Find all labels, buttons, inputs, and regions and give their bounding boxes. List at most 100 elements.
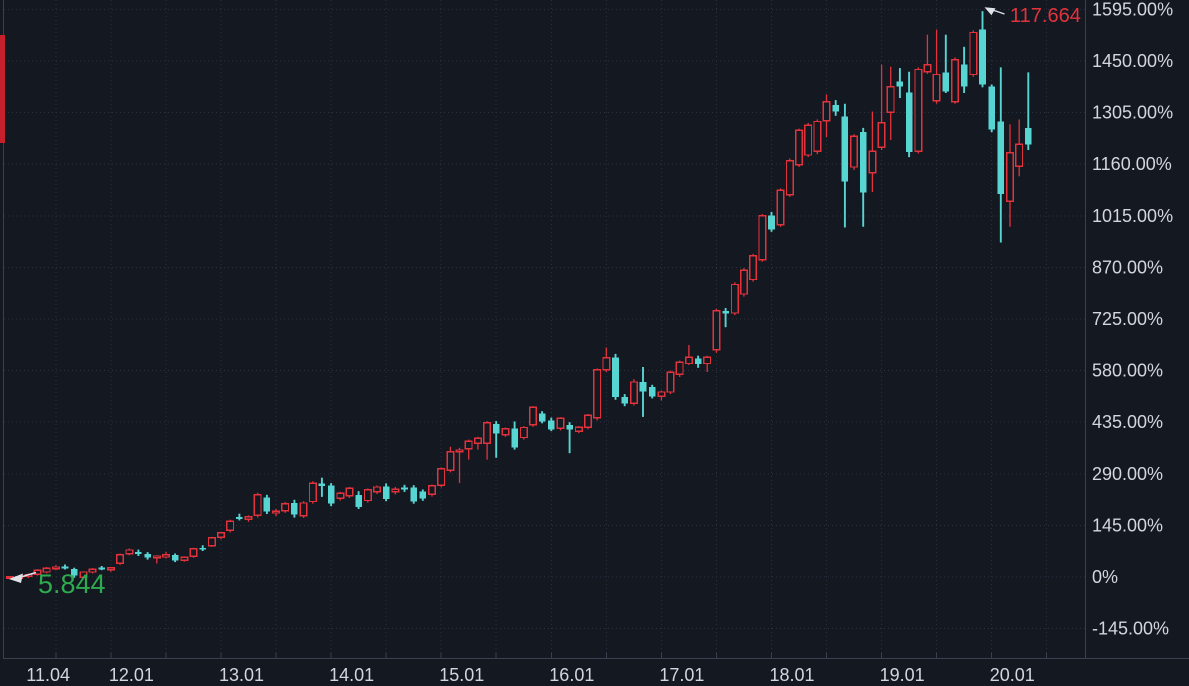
left-edge-marker[interactable] (0, 35, 5, 143)
candle-up-body (684, 356, 693, 365)
y-axis-label: 1595.00% (1092, 0, 1173, 19)
candle-up-body (868, 150, 877, 174)
y-axis-label: 145.00% (1092, 515, 1163, 535)
candle-down-body (768, 215, 775, 230)
candle-up-body (299, 502, 308, 517)
candle-up-body (666, 371, 675, 393)
candle-up-body (923, 63, 932, 73)
candle-up-body (804, 124, 813, 156)
candle-down-body (832, 105, 839, 112)
candle-up-body (501, 427, 510, 436)
high-annotation: 117.664 (984, 5, 1081, 27)
candle-up-body (629, 381, 638, 405)
candle-up-body (272, 510, 281, 514)
candle-down-body (382, 486, 390, 500)
high-price-annotation: 117.664 (1010, 5, 1081, 27)
candle-up-body (850, 135, 859, 168)
candle-up-body (822, 100, 831, 122)
candle-up-body (373, 486, 382, 493)
candle-up-body (584, 414, 593, 428)
y-axis-label: 1160.00% (1092, 154, 1172, 174)
y-axis-label: 870.00% (1092, 257, 1163, 277)
candle-up-body (785, 159, 794, 196)
x-axis-label: 11.04 (26, 665, 70, 685)
candle-down-body (694, 358, 702, 365)
candle-up-body (428, 485, 437, 496)
candle-up-body (152, 555, 161, 559)
candle-up-body (483, 422, 492, 444)
y-axis-label: 1015.00% (1092, 206, 1173, 226)
candle-down-body (896, 81, 904, 87)
candle-up-body (345, 487, 354, 497)
candle-down-body (171, 554, 179, 561)
candle-up-body (106, 567, 115, 571)
candle-down-body (979, 29, 986, 85)
horizontal-gridlines (4, 8, 1085, 630)
candle-up-body (932, 73, 941, 102)
candle-down-body (419, 491, 427, 499)
candle-down-body (401, 487, 408, 490)
candle-down-body (144, 553, 151, 558)
high-annotation-arrowhead (984, 7, 996, 16)
candle-up-body (914, 68, 923, 153)
candle-up-body (758, 215, 767, 261)
x-axis-label: 14.01 (329, 665, 374, 685)
x-axis-label: 17.01 (659, 665, 704, 685)
candle-up-body (712, 310, 721, 351)
y-axis-label: 1450.00% (1092, 51, 1173, 71)
candle-up-body (951, 58, 960, 103)
candle-up-body (739, 269, 748, 295)
x-axis-label: 16.01 (549, 665, 594, 685)
candle-up-body (886, 85, 895, 113)
candle-down-body (511, 428, 518, 448)
candle-up-body (207, 537, 216, 547)
candle-up-body (125, 549, 134, 555)
candle-up-body (336, 492, 345, 500)
candle-down-body (263, 497, 271, 512)
candle-up-body (391, 488, 400, 493)
candle-up-body (437, 468, 446, 486)
candle-up-body (969, 31, 978, 76)
candle-down-body (98, 567, 105, 570)
candle-up-body (574, 426, 583, 432)
candle-up-body (464, 440, 473, 450)
candle-down-body (997, 121, 1005, 195)
candle-down-body (291, 503, 298, 515)
y-axis-label: 0% (1092, 567, 1118, 587)
y-axis-label: 290.00% (1092, 464, 1163, 484)
candle-up-body (33, 569, 42, 575)
candle-down-body (566, 425, 573, 430)
vertical-gridlines (55, 0, 1048, 659)
candle-down-body (612, 357, 619, 397)
candle-down-body (327, 485, 335, 504)
candle-up-body (189, 548, 198, 558)
candle-up-body (116, 554, 125, 565)
candle-down-body (538, 413, 546, 422)
candle-up-body (675, 361, 684, 375)
y-axis: 1595.00% 1450.00% 1305.00% 1160.00% 1015.00%… (1092, 0, 1173, 639)
candle-down-body (199, 547, 206, 550)
candle-up-body (528, 406, 537, 426)
candle-down-body (859, 132, 867, 193)
candle-down-body (236, 517, 243, 519)
candle-up-body (88, 568, 97, 573)
x-axis-label: 13.01 (219, 665, 264, 685)
candle-up-body (1006, 152, 1015, 202)
y-axis-label: 1305.00% (1092, 103, 1173, 123)
y-axis-label: -145.00% (1092, 619, 1169, 639)
y-axis-label: 580.00% (1092, 361, 1163, 381)
candle-up-body (519, 426, 528, 439)
candle-down-body (648, 387, 656, 397)
candle-down-body (841, 116, 849, 182)
low-price-annotation: 5.844 (38, 569, 106, 599)
candle-up-body (877, 122, 886, 148)
candle-up-body (602, 357, 611, 371)
candle-up-body (813, 120, 822, 153)
low-annotation: 5.844 (9, 569, 106, 599)
candle-down-body (960, 64, 968, 87)
candle-down-body (61, 566, 69, 569)
candle-up-body (226, 520, 235, 532)
candle-up-body (703, 356, 712, 365)
